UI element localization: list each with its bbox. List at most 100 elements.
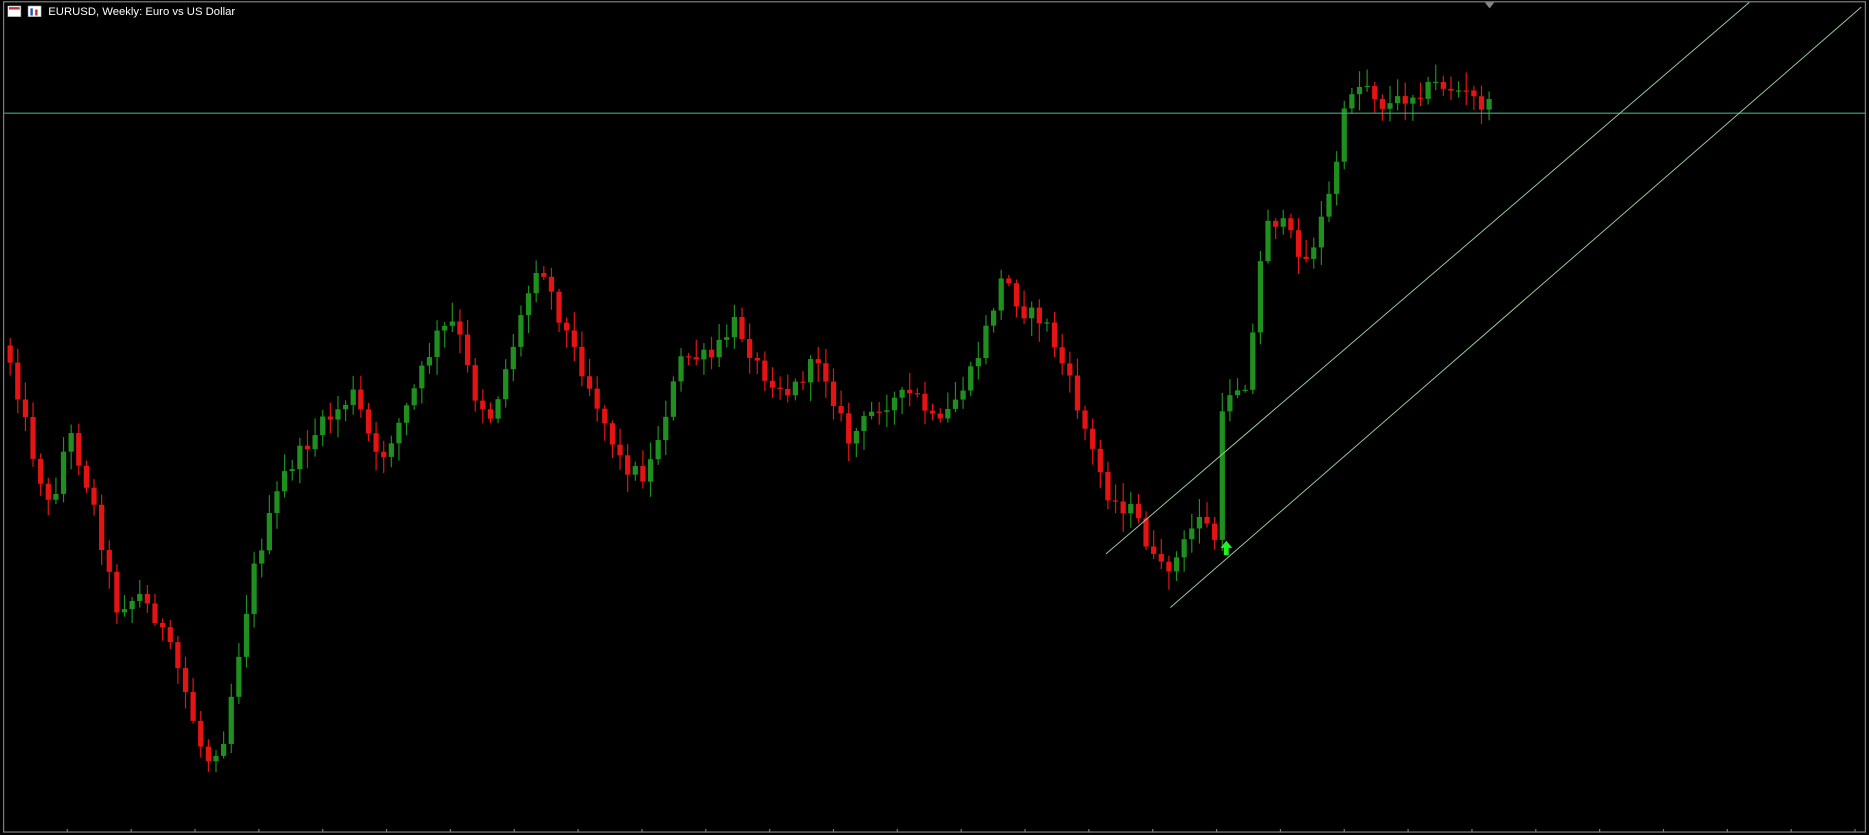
candle-body	[579, 346, 585, 377]
candle-body	[1006, 278, 1012, 284]
candle-body	[198, 720, 204, 747]
candle-body	[403, 405, 410, 423]
candle-body	[625, 455, 631, 475]
candle-body	[541, 273, 547, 277]
candle-body	[1128, 504, 1134, 514]
title-icons	[7, 5, 42, 17]
candle-body	[800, 381, 806, 383]
candle-body	[1074, 375, 1081, 411]
candle-body	[320, 416, 326, 436]
candle-body	[45, 483, 51, 500]
candle-body	[838, 406, 844, 414]
candle-body	[1326, 193, 1332, 217]
candle-body	[1112, 500, 1119, 502]
candle-body	[640, 466, 646, 482]
candle-body	[266, 513, 272, 551]
candle-body	[792, 381, 798, 396]
candle-body	[365, 409, 372, 434]
candle-body	[724, 337, 730, 340]
candle-body	[968, 366, 974, 391]
candle-body	[1273, 220, 1279, 227]
candle-body	[891, 397, 898, 411]
chart-border	[3, 1, 1866, 833]
candle-body	[1234, 390, 1241, 396]
candle-body	[1471, 90, 1477, 97]
candle-body	[1059, 347, 1065, 364]
candle-body	[30, 416, 36, 459]
candle-body	[754, 357, 760, 361]
candle-body	[1295, 230, 1302, 257]
candle-body	[1227, 395, 1233, 412]
candle-body	[617, 444, 623, 456]
candle-body	[861, 416, 867, 431]
candle-body	[312, 435, 318, 450]
candle-body	[1097, 448, 1103, 473]
candle-body	[495, 399, 501, 419]
candle-body	[1120, 501, 1126, 514]
candle-body	[1425, 81, 1431, 99]
candle-body	[815, 359, 821, 364]
candle-body	[769, 380, 776, 388]
candle-body	[152, 603, 158, 623]
candle-body	[1356, 86, 1363, 95]
candle-body	[1250, 332, 1256, 390]
candle-body	[1204, 516, 1210, 524]
candle-body	[1288, 218, 1294, 231]
candle-body	[53, 493, 59, 500]
candle-body	[419, 365, 425, 389]
candle-body	[426, 357, 433, 366]
candle-body	[251, 563, 257, 614]
candle-body	[1478, 96, 1485, 110]
candle-body	[1212, 523, 1218, 540]
icon-chart-bar	[30, 8, 33, 16]
candle-body	[785, 388, 791, 396]
candle-body	[1189, 528, 1195, 540]
candle-body	[1242, 389, 1248, 392]
candle-body	[525, 293, 532, 316]
candle-body	[1334, 161, 1340, 194]
candle-body	[678, 356, 684, 382]
candle-body	[632, 466, 638, 475]
candle-body	[60, 451, 67, 494]
candle-body	[434, 330, 440, 358]
candle-body	[503, 369, 509, 400]
candle-body	[777, 387, 783, 389]
candle-body	[876, 411, 882, 413]
candle-body	[739, 317, 745, 340]
candle-body	[1265, 220, 1271, 262]
candle-body	[1433, 81, 1439, 84]
candle-body	[342, 404, 349, 410]
candle-body	[350, 389, 356, 405]
candle-body	[457, 321, 463, 335]
candle-body	[472, 365, 478, 401]
candle-body	[960, 390, 966, 400]
candle-body	[716, 339, 722, 358]
candle-body	[807, 359, 814, 383]
candle-body	[823, 363, 829, 382]
candle-body	[609, 423, 616, 445]
candle-body	[243, 613, 250, 657]
candle-body	[1082, 410, 1088, 429]
candle-body	[914, 393, 920, 395]
candle-body	[1379, 99, 1385, 109]
candle-body	[647, 459, 654, 482]
candle-body	[297, 445, 303, 470]
candle-body	[381, 451, 387, 457]
candle-body	[533, 273, 539, 294]
candle-body	[396, 422, 402, 444]
candle-body	[586, 376, 593, 389]
candle-body	[945, 408, 951, 419]
candle-body	[846, 413, 852, 444]
candle-body	[144, 594, 151, 604]
channel-line-upper	[1105, 2, 1750, 555]
candle-body	[655, 440, 661, 460]
candle-body	[1166, 561, 1172, 572]
candle-body	[1311, 247, 1317, 259]
candle-body	[693, 357, 699, 360]
candle-body	[182, 668, 189, 692]
candle-body	[205, 746, 211, 762]
candle-body	[259, 550, 265, 564]
candle-body	[518, 315, 524, 347]
